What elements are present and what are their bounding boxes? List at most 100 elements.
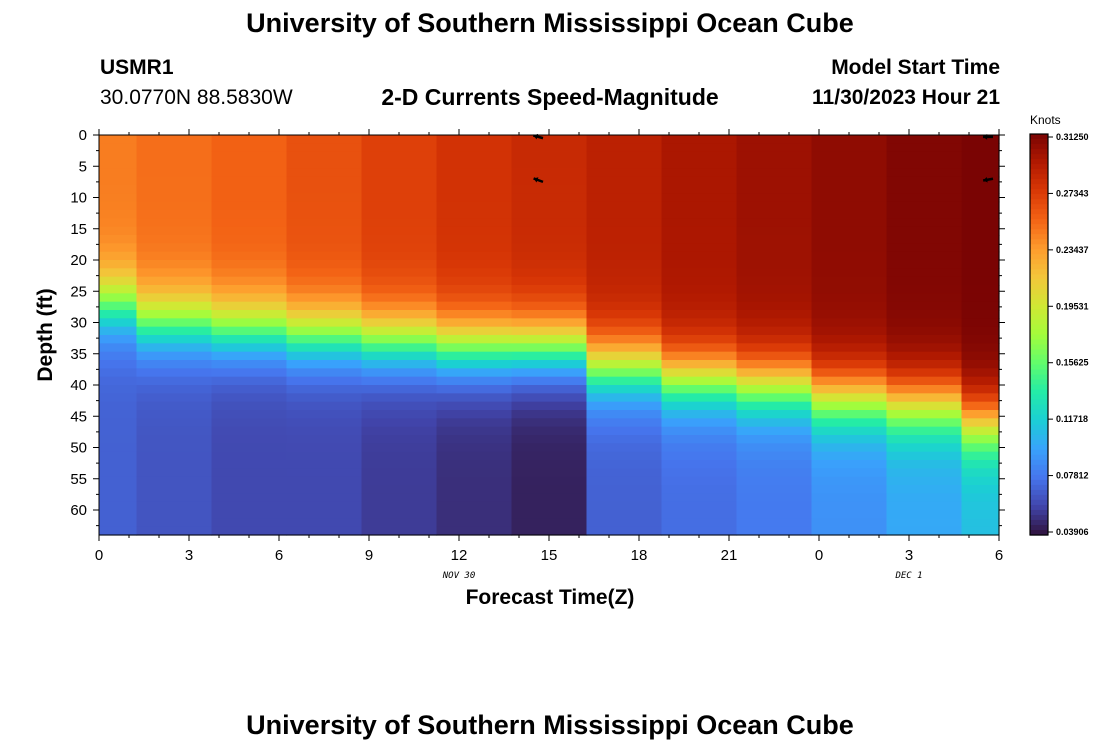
heatmap-cell xyxy=(286,401,363,411)
colorbar-frame xyxy=(1029,133,1049,536)
heatmap-cell xyxy=(211,351,288,361)
y-tick-label: 25 xyxy=(70,283,87,300)
heatmap-cell xyxy=(886,310,963,319)
heatmap-cell xyxy=(511,185,588,194)
heatmap-cell xyxy=(511,351,588,361)
heatmap-cell xyxy=(286,376,363,386)
heatmap-cell xyxy=(886,368,963,378)
heatmap-cell xyxy=(436,493,513,503)
heatmap-cell xyxy=(99,485,138,494)
heatmap-cell xyxy=(436,501,513,511)
heatmap-cell xyxy=(99,451,138,461)
page-title: University of Southern Mississippi Ocean… xyxy=(246,8,854,38)
heatmap-cell xyxy=(736,135,813,144)
heatmap-cell xyxy=(661,351,738,361)
heatmap-cell xyxy=(511,401,588,411)
x-tick-label: 6 xyxy=(995,547,1003,564)
heatmap-cell xyxy=(961,243,1000,253)
heatmap-cell xyxy=(286,210,363,219)
heatmap-cell xyxy=(436,185,513,194)
heatmap-cell xyxy=(886,451,963,461)
heatmap-cell xyxy=(811,451,888,461)
heatmap-cell xyxy=(961,160,1000,169)
heatmap-cell xyxy=(211,368,288,378)
heatmap-cell xyxy=(886,526,963,536)
heatmap-cell xyxy=(961,485,1000,494)
heatmap-cell xyxy=(736,235,813,244)
heatmap-cell xyxy=(99,251,138,261)
heatmap-cell xyxy=(99,226,138,236)
colorbar-segment xyxy=(1030,174,1048,180)
heatmap-cell xyxy=(586,168,663,178)
heatmap-cell xyxy=(961,518,1000,528)
heatmap-cell xyxy=(136,293,213,303)
heatmap-cell xyxy=(811,285,888,294)
heatmap-cell xyxy=(511,426,588,436)
heatmap-cell xyxy=(136,143,213,153)
heatmap-cell xyxy=(586,393,663,403)
heatmap-cell xyxy=(99,276,138,286)
colorbar-segment xyxy=(1030,204,1048,210)
heatmap-cell xyxy=(811,293,888,303)
heatmap-cell xyxy=(661,368,738,378)
heatmap-cell xyxy=(511,193,588,203)
heatmap-cell xyxy=(661,518,738,528)
heatmap-cell xyxy=(99,401,138,411)
heatmap-cell xyxy=(586,460,663,469)
heatmap-cell xyxy=(211,135,288,144)
heatmap-cell xyxy=(511,476,588,486)
heatmap-cell xyxy=(211,235,288,244)
heatmap-cell xyxy=(211,168,288,178)
heatmap-cell xyxy=(136,335,213,344)
colorbar-tick-label: 0.19531 xyxy=(1056,301,1089,311)
colorbar-segment xyxy=(1030,419,1048,426)
heatmap-cell xyxy=(661,301,738,311)
heatmap-cell xyxy=(99,210,138,219)
heatmap-cell xyxy=(661,485,738,494)
heatmap-cell xyxy=(286,268,363,278)
colorbar-segment xyxy=(1030,144,1048,150)
colorbar-segment xyxy=(1030,389,1048,396)
heatmap-cell xyxy=(436,418,513,428)
heatmap-cell xyxy=(886,160,963,169)
heatmap-cell xyxy=(136,385,213,394)
heatmap-cell xyxy=(886,276,963,286)
heatmap-cell xyxy=(811,176,888,186)
colorbar-tick-label: 0.27343 xyxy=(1056,188,1089,198)
plot-area xyxy=(99,133,1000,536)
heatmap-cell xyxy=(586,518,663,528)
colorbar-segment xyxy=(1030,384,1048,391)
heatmap-cell xyxy=(136,510,213,519)
y-tick-label: 55 xyxy=(70,471,87,488)
heatmap-cell xyxy=(661,451,738,461)
heatmap-cell xyxy=(211,393,288,403)
model-start-label: Model Start Time xyxy=(831,56,1000,79)
heatmap-cell xyxy=(811,410,888,419)
heatmap-cell xyxy=(211,226,288,236)
heatmap-cell xyxy=(811,418,888,428)
heatmap-cell xyxy=(886,185,963,194)
current-vector-head xyxy=(983,176,988,183)
heatmap-cell xyxy=(661,393,738,403)
heatmap-cell xyxy=(99,501,138,511)
colorbar-segment xyxy=(1030,434,1048,441)
heatmap-cell xyxy=(211,268,288,278)
colorbar-segment xyxy=(1030,364,1048,371)
heatmap-cell xyxy=(961,426,1000,436)
heatmap-cell xyxy=(99,318,138,328)
heatmap-cell xyxy=(136,193,213,203)
heatmap-cell xyxy=(99,285,138,294)
heatmap-cell xyxy=(286,385,363,394)
heatmap-cell xyxy=(736,376,813,386)
heatmap-cell xyxy=(99,426,138,436)
station-coordinates: 30.0770N 88.5830W xyxy=(100,86,293,109)
heatmap-cell xyxy=(586,293,663,303)
heatmap-cell xyxy=(736,276,813,286)
heatmap-cell xyxy=(211,326,288,336)
heatmap-cell xyxy=(136,285,213,294)
heatmap-cell xyxy=(511,518,588,528)
heatmap-cell xyxy=(436,243,513,253)
heatmap-cell xyxy=(99,260,138,269)
heatmap-cell xyxy=(99,435,138,444)
heatmap-cell xyxy=(511,410,588,419)
